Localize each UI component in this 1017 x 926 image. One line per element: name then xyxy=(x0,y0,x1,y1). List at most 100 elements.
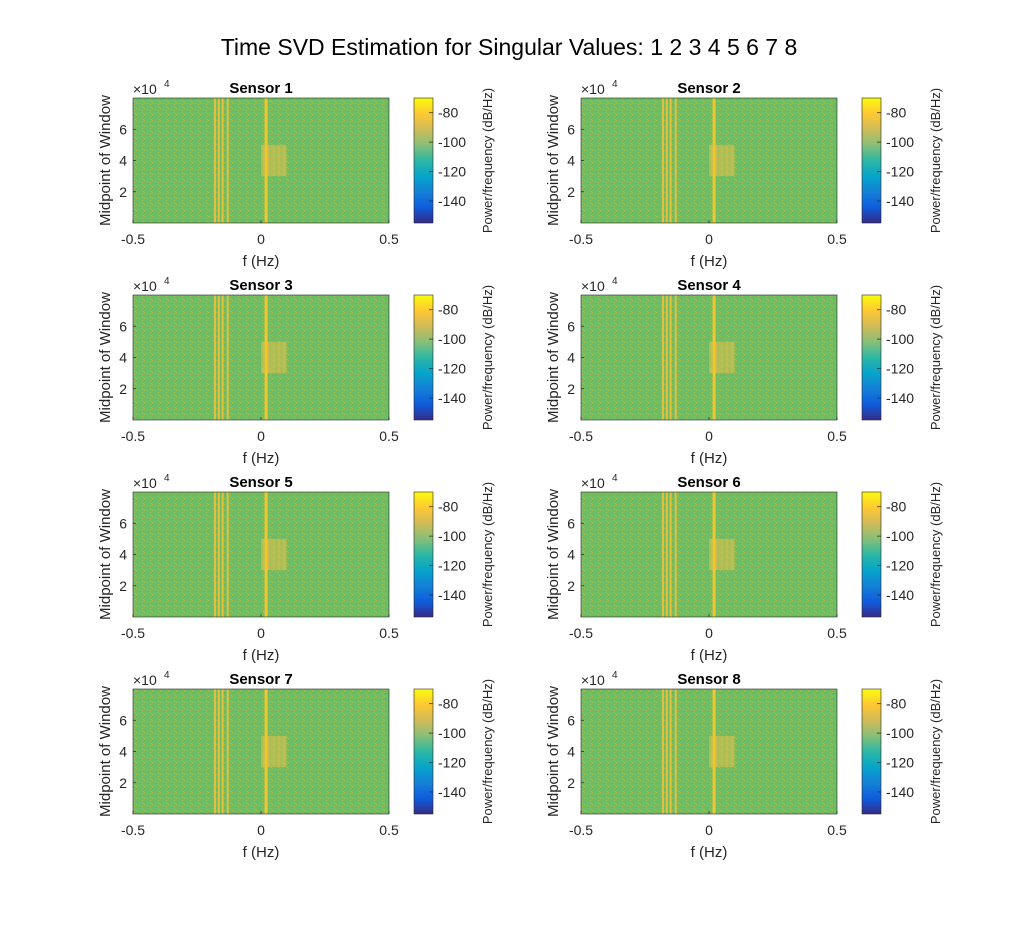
y-tick-label: 6 xyxy=(567,515,575,531)
colorbar-tick-label: -100 xyxy=(886,528,914,544)
x-axis-label: f (Hz) xyxy=(691,253,728,270)
x-axis-label: f (Hz) xyxy=(691,450,728,467)
y-exponent-label: ×10 xyxy=(133,278,157,294)
y-tick-label: 4 xyxy=(567,744,575,760)
colorbar-tick-label: -140 xyxy=(438,193,466,209)
y-exponent-label: ×10 xyxy=(581,278,605,294)
panel-title: Sensor 7 xyxy=(229,671,292,688)
x-tick-label: 0.5 xyxy=(379,231,399,247)
colorbar-label: Power/frequency (dB/Hz) xyxy=(480,285,495,430)
x-axis-label: f (Hz) xyxy=(243,253,280,270)
x-tick-label: 0.5 xyxy=(379,625,399,641)
colorbar-label: Power/frequency (dB/Hz) xyxy=(928,88,943,233)
y-exponent-label: ×10 xyxy=(581,81,605,97)
colorbar xyxy=(413,491,434,618)
colorbar-tick-label: -100 xyxy=(438,134,466,150)
colorbar xyxy=(413,294,434,421)
y-tick-label: 4 xyxy=(119,547,127,563)
y-tick-label: 2 xyxy=(119,775,127,791)
x-tick-label: 0.5 xyxy=(827,625,847,641)
y-exponent-label: ×10 xyxy=(581,475,605,491)
y-tick-label: 6 xyxy=(119,712,127,728)
panel-title: Sensor 8 xyxy=(677,671,740,688)
y-tick-label: 2 xyxy=(119,381,127,397)
colorbar xyxy=(861,294,882,421)
colorbar-tick-label: -120 xyxy=(886,755,914,771)
y-tick-label: 6 xyxy=(119,515,127,531)
y-tick-label: 6 xyxy=(119,121,127,137)
x-tick-label: 0 xyxy=(705,625,713,641)
x-tick-label: -0.5 xyxy=(121,428,145,444)
colorbar-tick-label: -80 xyxy=(886,696,906,712)
colorbar-tick-label: -120 xyxy=(886,164,914,180)
sensor-panel: -0.5 0 0.5 2 4 6 ×10 4 Sensor 3 f (Hz) Midpoint of… xyxy=(97,276,495,467)
colorbar-tick-label: -80 xyxy=(438,696,458,712)
y-axis-label: Midpoint of Window xyxy=(97,292,114,423)
y-tick-label: 2 xyxy=(567,775,575,791)
x-axis-label: f (Hz) xyxy=(243,647,280,664)
y-exponent-power: 4 xyxy=(612,276,618,287)
colorbar-tick-label: -100 xyxy=(886,331,914,347)
x-tick-label: -0.5 xyxy=(569,625,593,641)
panel-title: Sensor 2 xyxy=(677,80,740,97)
colorbar-label: Power/frequency (dB/Hz) xyxy=(928,285,943,430)
x-tick-label: 0 xyxy=(705,428,713,444)
panel-title: Sensor 1 xyxy=(229,80,292,97)
colorbar-tick-label: -140 xyxy=(886,390,914,406)
y-exponent-power: 4 xyxy=(164,473,170,484)
colorbar-tick-label: -100 xyxy=(438,331,466,347)
sensor-panel: -0.5 0 0.5 2 4 6 ×10 4 Sensor 7 f (Hz) Midpoint of… xyxy=(97,670,495,861)
colorbar-tick-label: -140 xyxy=(438,587,466,603)
y-tick-label: 6 xyxy=(567,318,575,334)
y-exponent-power: 4 xyxy=(164,276,170,287)
colorbar-tick-label: -140 xyxy=(886,784,914,800)
colorbar-tick-label: -80 xyxy=(438,499,458,515)
colorbar-tick-label: -140 xyxy=(886,587,914,603)
x-tick-label: 0 xyxy=(257,428,265,444)
y-exponent-power: 4 xyxy=(612,79,618,90)
x-tick-label: 0 xyxy=(257,822,265,838)
x-axis-label: f (Hz) xyxy=(691,647,728,664)
y-exponent-power: 4 xyxy=(612,473,618,484)
y-exponent-label: ×10 xyxy=(133,475,157,491)
colorbar-label: Power/frequency (dB/Hz) xyxy=(928,482,943,627)
y-axis-label: Midpoint of Window xyxy=(545,292,562,423)
colorbar-tick-label: -120 xyxy=(438,361,466,377)
x-axis-label: f (Hz) xyxy=(691,844,728,861)
y-axis-label: Midpoint of Window xyxy=(97,686,114,817)
y-axis-label: Midpoint of Window xyxy=(545,686,562,817)
y-exponent-power: 4 xyxy=(164,79,170,90)
y-axis-label: Midpoint of Window xyxy=(545,489,562,620)
y-tick-label: 2 xyxy=(567,578,575,594)
x-tick-label: 0 xyxy=(705,822,713,838)
panel-title: Sensor 4 xyxy=(677,277,741,294)
colorbar-tick-label: -140 xyxy=(886,193,914,209)
colorbar xyxy=(861,97,882,224)
x-tick-label: -0.5 xyxy=(121,625,145,641)
x-tick-label: 0.5 xyxy=(827,428,847,444)
y-exponent-label: ×10 xyxy=(133,81,157,97)
y-tick-label: 2 xyxy=(567,381,575,397)
y-exponent-label: ×10 xyxy=(133,672,157,688)
y-tick-label: 4 xyxy=(567,547,575,563)
y-tick-label: 6 xyxy=(119,318,127,334)
colorbar-tick-label: -140 xyxy=(438,784,466,800)
colorbar-tick-label: -120 xyxy=(438,755,466,771)
sensor-panel: -0.5 0 0.5 2 4 6 ×10 4 Sensor 4 f (Hz) Midpoint of… xyxy=(545,276,943,467)
y-exponent-power: 4 xyxy=(164,670,170,681)
x-tick-label: -0.5 xyxy=(569,231,593,247)
sensor-panel: -0.5 0 0.5 2 4 6 ×10 4 Sensor 6 f (Hz) Midpoint of… xyxy=(545,473,943,664)
colorbar xyxy=(861,688,882,815)
colorbar xyxy=(413,97,434,224)
x-tick-label: 0 xyxy=(257,625,265,641)
figure-title: Time SVD Estimation for Singular Values:… xyxy=(221,34,798,60)
y-tick-label: 6 xyxy=(567,712,575,728)
colorbar-label: Power/frequency (dB/Hz) xyxy=(480,88,495,233)
colorbar-tick-label: -100 xyxy=(886,134,914,150)
sensor-panel: -0.5 0 0.5 2 4 6 ×10 4 Sensor 5 f (Hz) Midpoint of… xyxy=(97,473,495,664)
x-tick-label: -0.5 xyxy=(121,231,145,247)
colorbar-tick-label: -80 xyxy=(886,302,906,318)
y-tick-label: 2 xyxy=(567,184,575,200)
x-tick-label: -0.5 xyxy=(569,822,593,838)
x-tick-label: 0 xyxy=(705,231,713,247)
